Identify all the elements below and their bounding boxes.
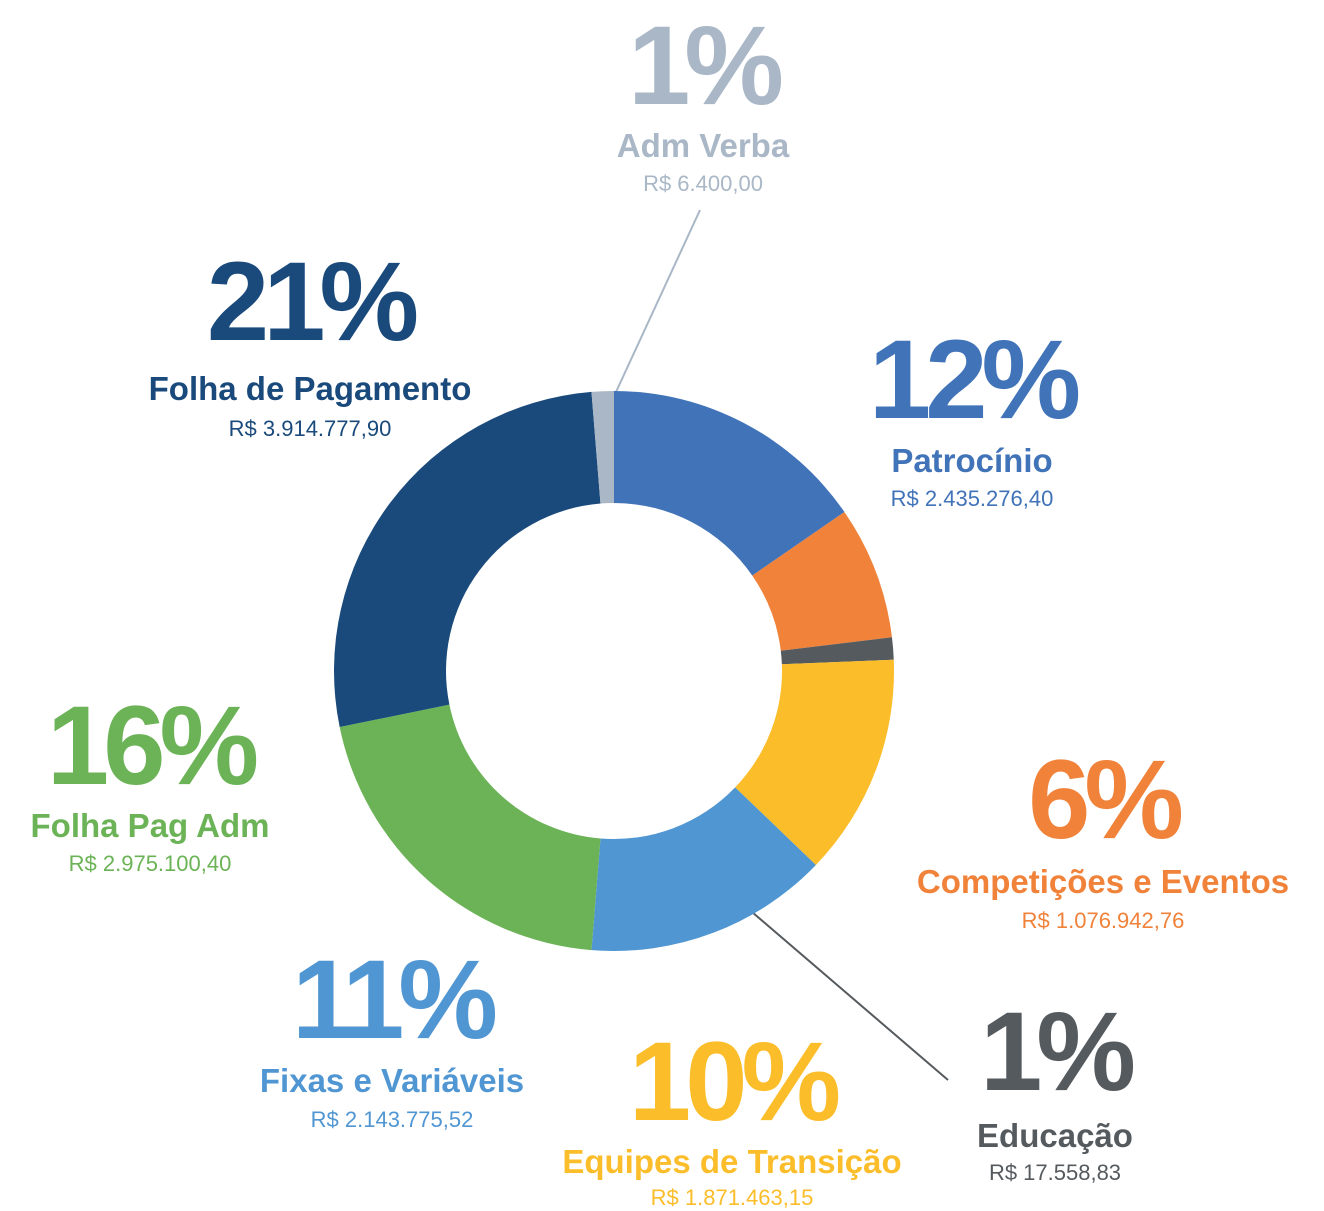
amount-label: R$ 6.400,00 <box>643 171 763 196</box>
category-label: Folha Pag Adm <box>31 807 270 844</box>
amount-label: R$ 1.076.942,76 <box>1022 908 1185 933</box>
category-label: Folha de Pagamento <box>149 370 472 407</box>
amount-label: R$ 2.975.100,40 <box>69 851 232 876</box>
percent-label: 16% <box>47 683 257 808</box>
percent-label: 10% <box>629 1019 839 1144</box>
percent-label: 11% <box>292 937 495 1062</box>
donut-slice <box>591 391 614 504</box>
amount-label: R$ 1.871.463,15 <box>651 1185 814 1210</box>
amount-label: R$ 3.914.777,90 <box>229 416 392 441</box>
donut-slice <box>339 704 601 951</box>
category-label: Competições e Eventos <box>917 863 1289 900</box>
percent-label: 1% <box>628 3 781 128</box>
percent-label: 12% <box>869 317 1079 442</box>
leader-line <box>615 209 701 393</box>
donut-slice <box>591 787 816 951</box>
donut-slice <box>614 391 845 576</box>
category-label: Patrocínio <box>891 442 1052 479</box>
amount-label: R$ 17.558,83 <box>989 1160 1121 1185</box>
amount-label: R$ 2.435.276,40 <box>891 486 1054 511</box>
category-label: Fixas e Variáveis <box>260 1062 524 1099</box>
percent-label: 21% <box>207 239 417 364</box>
donut-slice <box>334 391 601 728</box>
percent-label: 6% <box>1028 737 1181 862</box>
category-label: Equipes de Transição <box>562 1143 901 1180</box>
donut-slice <box>735 659 894 865</box>
category-label: Adm Verba <box>617 127 790 164</box>
donut-slice <box>780 637 894 665</box>
category-label: Educação <box>977 1117 1133 1154</box>
leader-line <box>751 911 949 1081</box>
amount-label: R$ 2.143.775,52 <box>311 1107 474 1132</box>
donut-slice <box>752 511 892 651</box>
percent-label: 1% <box>980 989 1133 1114</box>
